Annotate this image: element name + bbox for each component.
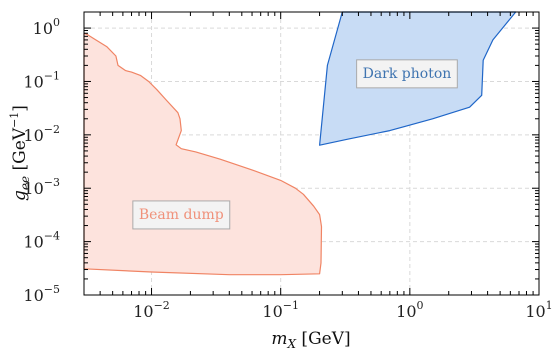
plot-frame [83, 11, 540, 296]
x-tick-label: 10−1 [262, 299, 299, 321]
region-labels: Beam dump Dark photon [132, 59, 458, 230]
x-tick-label: 100 [396, 299, 423, 321]
tick-labels: 10−2 10−1 100 101 10−5 10−4 10−3 10−2 10−1 100 [23, 16, 552, 321]
dark-photon-label: Dark photon [363, 66, 452, 82]
beam-dump-label-box: Beam dump [132, 200, 231, 230]
ticks [84, 12, 540, 296]
x-tick-label: 101 [525, 299, 552, 321]
y-axis-label: gee [GeV−1] [8, 105, 32, 201]
x-axis-label: mX [GeV] [271, 329, 350, 351]
dark-photon-label-background [356, 59, 458, 89]
beam-dump-label: Beam dump [139, 207, 224, 223]
y-tick-label: 10−2 [23, 123, 60, 145]
y-tick-label: 100 [33, 16, 60, 38]
y-tick-label: 10−1 [23, 69, 60, 91]
y-tick-label: 10−4 [23, 230, 60, 252]
y-tick-label: 10−3 [23, 176, 60, 198]
dark-photon-label-box: Dark photon [356, 59, 458, 89]
y-tick-label: 10−5 [23, 283, 60, 305]
x-tick-label: 10−2 [133, 299, 170, 321]
beam-dump-label-background [132, 200, 231, 230]
